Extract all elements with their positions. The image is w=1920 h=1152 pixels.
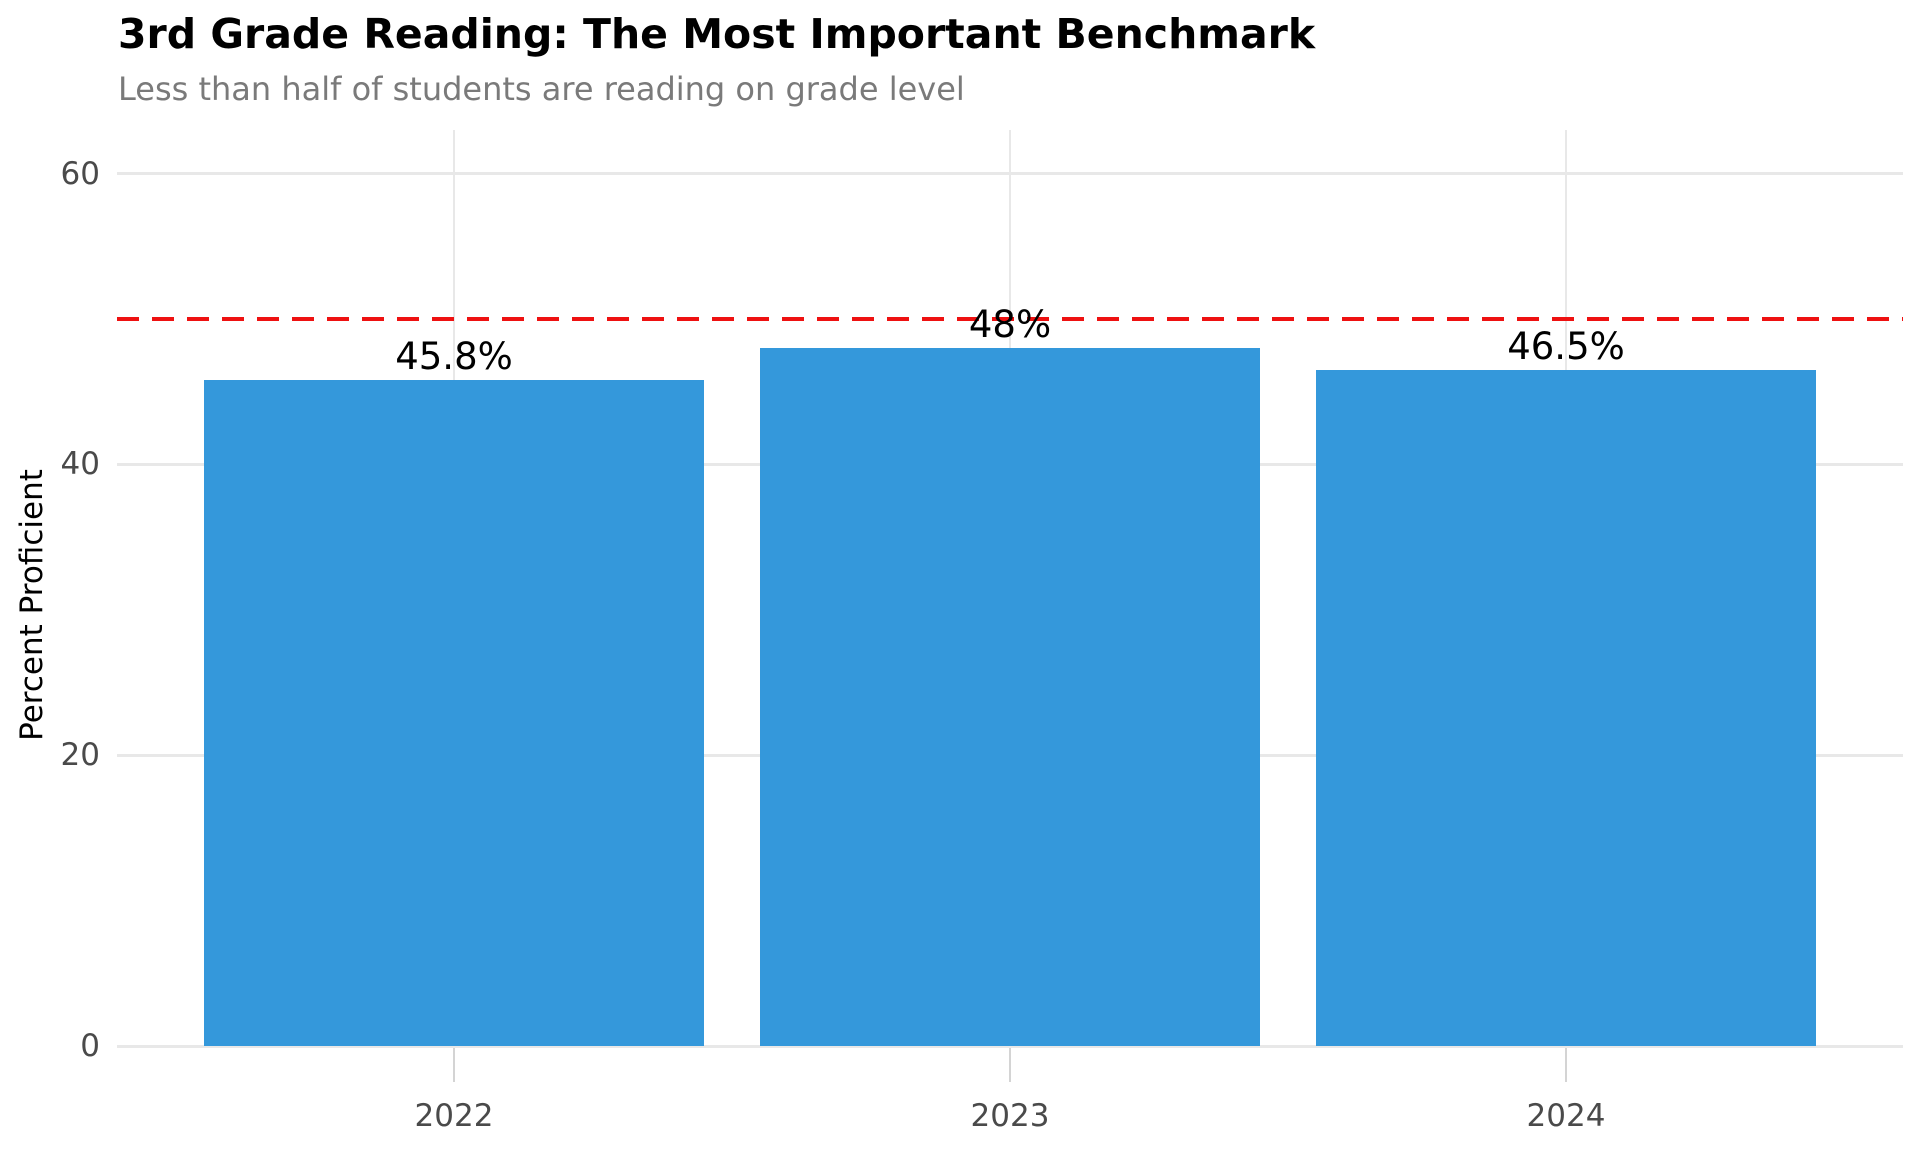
- benchmark-line: [117, 317, 1903, 322]
- x-tick-label: 2023: [970, 1098, 1050, 1134]
- chart-subtitle: Less than half of students are reading o…: [118, 70, 965, 108]
- x-axis-tick: [1565, 1046, 1567, 1082]
- bar-value-label: 48%: [968, 303, 1052, 347]
- x-tick-label: 2024: [1526, 1098, 1606, 1134]
- y-axis-label: Percent Proficient: [14, 469, 50, 741]
- bar: [1316, 369, 1816, 1046]
- y-tick-label: 0: [80, 1028, 100, 1064]
- y-tick-label: 60: [60, 155, 100, 192]
- bar: [760, 348, 1260, 1046]
- chart-title: 3rd Grade Reading: The Most Important Be…: [118, 10, 1316, 58]
- plot-area: 45.8% 48% 46.5%: [117, 130, 1903, 1048]
- bar-value-label: 45.8%: [395, 335, 513, 379]
- gridline-horizontal: [117, 1044, 1903, 1048]
- x-axis-tick: [1009, 1046, 1011, 1082]
- y-tick-label: 40: [60, 446, 100, 483]
- x-axis-tick: [453, 1046, 455, 1082]
- bar: [204, 380, 704, 1046]
- x-tick-label: 2022: [414, 1098, 494, 1134]
- bar-value-label: 46.5%: [1507, 324, 1625, 368]
- y-tick-label: 20: [60, 737, 100, 774]
